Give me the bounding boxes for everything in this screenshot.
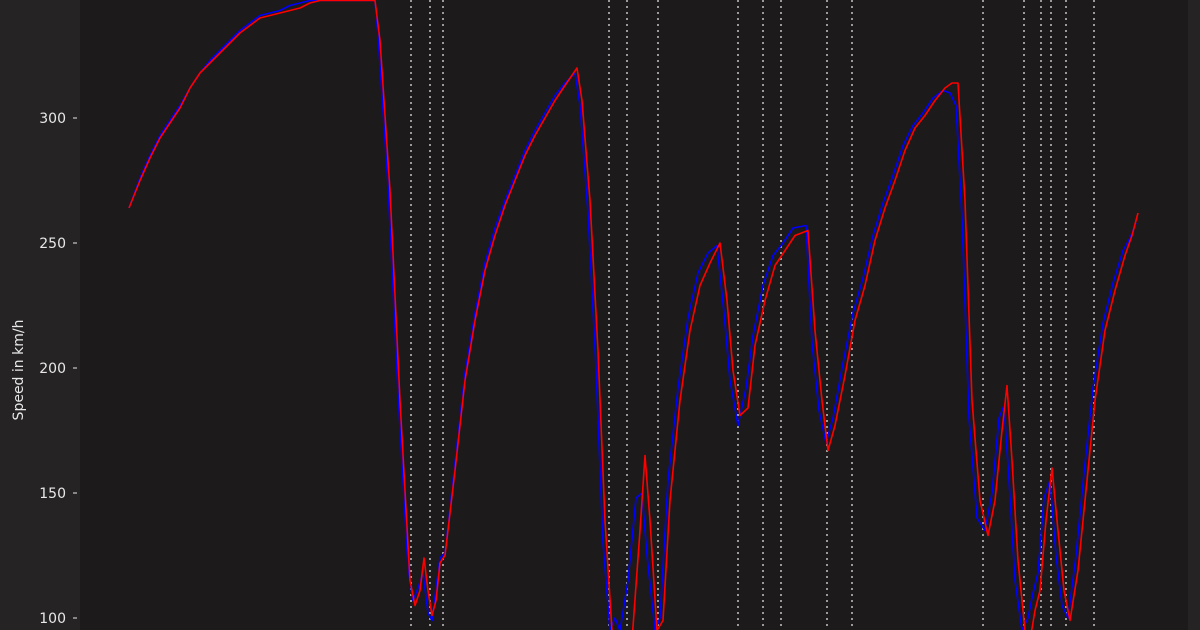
y-tick-label: 200: [39, 361, 66, 377]
series-line-1: [128, 0, 1139, 630]
y-tick-label: 300: [39, 111, 66, 127]
y-axis: 100 150 200 250 300 350: [39, 0, 77, 627]
series-lines: [128, 0, 1139, 630]
y-tick-label: 350: [39, 0, 66, 2]
y-tick-label: 250: [39, 236, 66, 252]
y-tick-label: 100: [39, 611, 66, 627]
plot-area: [80, 0, 1188, 630]
y-axis-label: Speed in km/h: [11, 320, 27, 421]
y-tick-label: 150: [39, 486, 66, 502]
